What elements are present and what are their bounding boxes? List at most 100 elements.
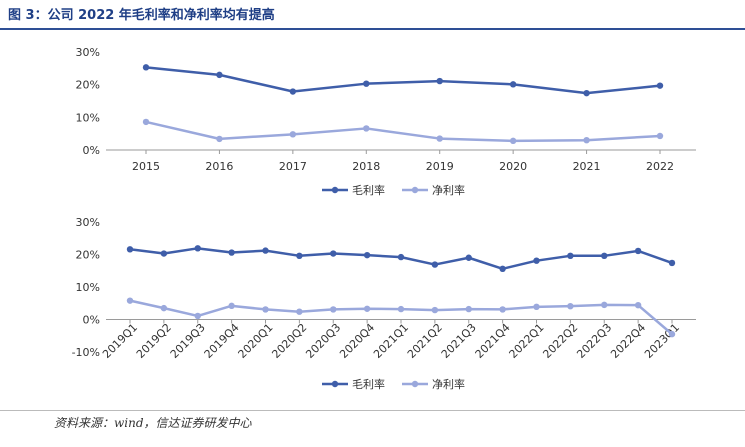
quarterly-x-label: 2019Q3 — [168, 321, 208, 361]
quarterly-x-label: 2022Q4 — [608, 321, 648, 361]
annual-series-gross-point — [583, 89, 590, 97]
quarterly-ytick-label: 20% — [76, 249, 100, 262]
quarterly-series-net-point — [634, 302, 642, 309]
annual-series-net-point — [583, 137, 590, 144]
quarterly-x-label: 2022Q3 — [574, 321, 614, 361]
quarterly-x-label: 2021Q2 — [405, 321, 445, 361]
annual-series-net-line — [145, 120, 661, 143]
quarterly-series-gross-point — [363, 251, 371, 259]
quarterly-series-gross-point — [330, 250, 337, 257]
annual-series-gross-point — [509, 81, 517, 88]
annual-x-label: 2021 — [573, 160, 601, 173]
annual-x-label: 2016 — [205, 160, 233, 173]
annual-ytick-label: 10% — [76, 111, 100, 124]
quarterly-x-label: 2020Q4 — [337, 321, 377, 361]
quarterly-series-gross-point — [668, 259, 676, 267]
quarterly-x-label: 2021Q1 — [371, 321, 411, 361]
quarterly-legend-marker — [411, 380, 419, 388]
quarterly-x-label: 2019Q2 — [134, 321, 174, 361]
quarterly-x-label: 2022Q2 — [540, 321, 580, 361]
annual-series-gross-point — [142, 64, 150, 71]
quarterly-series-gross-point — [397, 253, 405, 261]
annual-series-net-point — [216, 135, 223, 143]
annual-x-label: 2022 — [646, 160, 674, 173]
quarterly-series-net-point — [296, 308, 303, 315]
quarterly-series-gross-point — [194, 245, 201, 252]
quarterly-x-label: 2021Q3 — [439, 321, 479, 361]
quarterly-series-gross-point — [567, 252, 574, 259]
quarterly-series-gross-point — [296, 252, 303, 259]
quarterly-series-net-point — [668, 330, 676, 338]
quarterly-series-gross-point — [228, 249, 235, 256]
annual-legend-marker — [411, 186, 419, 194]
quarterly-legend-label: 毛利率 — [352, 377, 385, 391]
bottom-rule — [0, 410, 745, 411]
annual-x-label: 2015 — [132, 160, 160, 173]
quarterly-x-label: 2022Q1 — [507, 321, 547, 361]
quarterly-series-net-point — [567, 302, 574, 310]
quarterly-ytick-label: -10% — [72, 346, 100, 359]
quarterly-series-gross-point — [431, 261, 439, 268]
quarterly-series-gross-point — [126, 246, 134, 253]
quarterly-series-gross-point — [634, 247, 642, 255]
quarterly-ytick-label: 0% — [83, 314, 100, 327]
annual-legend-marker — [331, 186, 339, 194]
quarterly-x-label: 2019Q1 — [100, 321, 140, 361]
title-rule — [0, 28, 745, 30]
quarterly-series-gross-point — [601, 252, 608, 259]
quarterly-series-net-point — [533, 303, 540, 311]
quarterly-series-net-point — [228, 302, 235, 310]
annual-series-gross-line — [145, 66, 661, 95]
annual-x-label: 2020 — [499, 160, 527, 173]
quarterly-series-net-point — [431, 306, 439, 314]
annual-ytick-label: 20% — [76, 79, 100, 92]
quarterly-series-gross-point — [533, 257, 540, 264]
quarterly-series-net-point — [330, 306, 337, 313]
annual-x-label: 2017 — [279, 160, 307, 173]
annual-series-gross-point — [436, 77, 443, 85]
quarterly-series-gross-point — [465, 254, 472, 261]
source-note: 资料来源：wind，信达证券研发中心 — [54, 416, 252, 430]
annual-x-label: 2018 — [352, 160, 380, 173]
annual-series-net-point — [142, 118, 150, 126]
annual-series-gross-point — [363, 80, 370, 87]
quarterly-series-net-point — [465, 305, 472, 313]
annual-ytick-label: 30% — [76, 46, 100, 59]
quarterly-series-net-point — [262, 306, 269, 313]
quarterly-legend-label: 净利率 — [432, 377, 465, 391]
annual-series-gross-point — [216, 71, 223, 79]
quarterly-series-gross-point — [499, 265, 506, 272]
quarterly-x-label: 2019Q4 — [202, 321, 242, 361]
annual-series-net-point — [509, 137, 517, 145]
annual-series-gross-point — [656, 82, 664, 89]
quarterly-x-label: 2020Q3 — [303, 321, 343, 361]
annual-series-net-point — [363, 125, 370, 132]
quarterly-legend-marker — [331, 380, 339, 388]
quarterly-series-net-point — [194, 312, 201, 320]
quarterly-x-label: 2020Q2 — [269, 321, 309, 361]
annual-legend-label: 净利率 — [432, 183, 465, 197]
quarterly-margin-chart: -10% 0% 10% 20% 30% 2019Q1 2019Q2 2019Q3 2019Q4 2… — [0, 206, 745, 406]
annual-series-net-point — [656, 132, 664, 140]
quarterly-x-label: 2021Q4 — [473, 321, 513, 361]
quarterly-series-net-point — [363, 305, 371, 312]
quarterly-series-net-point — [160, 304, 168, 312]
annual-series-net-point — [289, 131, 297, 138]
annual-margin-chart-svg: 0% 10% 20% 30% 2015 2016 2017 2018 2019 2020 2021 2… — [76, 46, 696, 197]
annual-margin-chart: 0% 10% 20% 30% 2015 2016 2017 2018 2019 2020 2021 2… — [0, 30, 745, 210]
quarterly-series-gross-point — [160, 250, 168, 257]
annual-series-net-point — [436, 135, 443, 142]
annual-ytick-label: 0% — [83, 144, 100, 157]
quarterly-margin-chart-svg: -10%0%10%20%30%2019Q12019Q22019Q32019Q42… — [72, 216, 696, 391]
quarterly-series-net-point — [601, 301, 608, 309]
annual-series-gross-point — [289, 88, 297, 95]
quarterly-series-gross-point — [262, 247, 269, 254]
quarterly-x-label: 2020Q1 — [236, 321, 276, 361]
quarterly-ytick-label: 10% — [76, 281, 100, 294]
quarterly-series-net-point — [126, 297, 134, 304]
quarterly-series-net-point — [499, 306, 506, 313]
quarterly-ytick-label: 30% — [76, 216, 100, 229]
quarterly-series-net-point — [397, 305, 405, 313]
annual-legend-label: 毛利率 — [352, 183, 385, 197]
annual-x-label: 2019 — [426, 160, 454, 173]
